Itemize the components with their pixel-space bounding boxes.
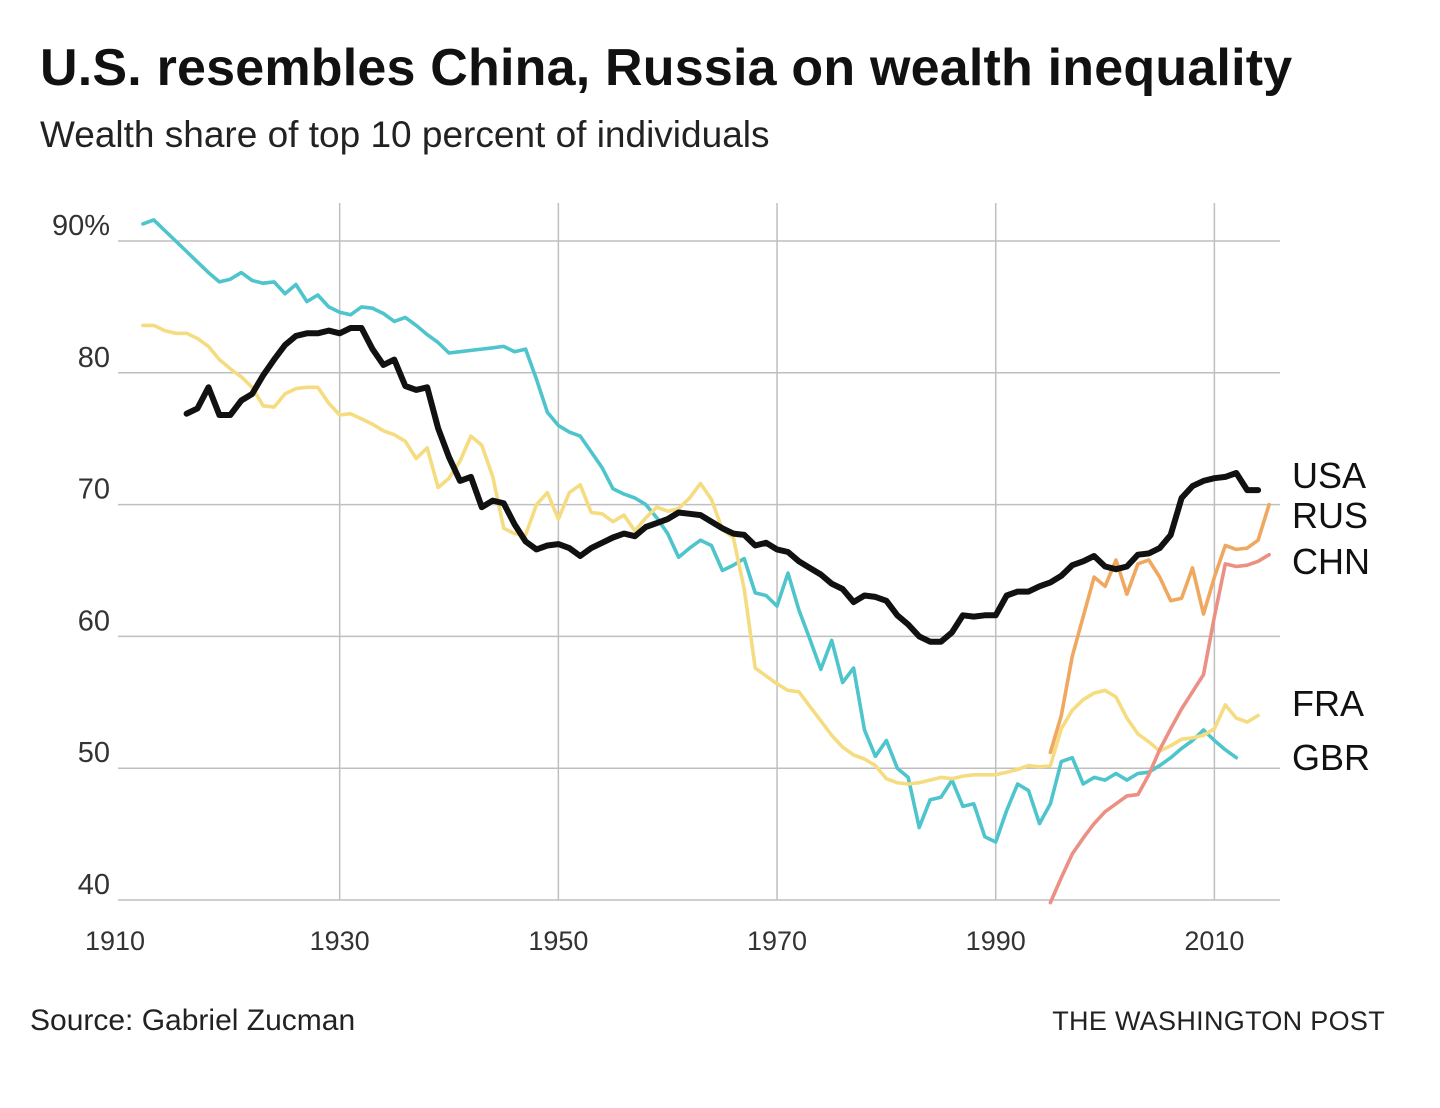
series-line-usa: [183, 325, 1262, 645]
grid: 40 50 60 70 80 90% 1910 1930 1950 1970 1990 2010: [52, 203, 1280, 956]
y-tick-label: 40: [78, 869, 110, 901]
y-tick-label: 90%: [52, 210, 110, 242]
series-label-gbr: GBR: [1292, 737, 1370, 778]
series-line-gbr: [141, 218, 1239, 844]
publisher-credit: THE WASHINGTON POST: [1052, 1006, 1385, 1036]
y-tick-label: 50: [78, 737, 110, 769]
x-tick-label: 2010: [1184, 926, 1244, 956]
x-tick-label: 1910: [85, 926, 145, 956]
x-tick-label: 1990: [966, 926, 1026, 956]
x-tick-label: 1970: [747, 926, 807, 956]
series-label-usa: USA: [1292, 455, 1366, 496]
series-line-rus: [1048, 502, 1271, 755]
source-note: Source: Gabriel Zucman: [30, 1004, 356, 1037]
chart-subtitle: Wealth share of top 10 percent of indivi…: [40, 114, 770, 155]
series-labels: GBR FRA RUS CHN USA: [1292, 455, 1370, 778]
series-lines: [141, 218, 1271, 905]
series-label-rus: RUS: [1292, 495, 1368, 536]
y-tick-label: 80: [78, 342, 110, 374]
series-label-chn: CHN: [1292, 541, 1370, 582]
series-label-fra: FRA: [1292, 683, 1364, 724]
x-tick-label: 1950: [528, 926, 588, 956]
series-line-fra: [141, 323, 1260, 786]
series-line-chn: [1048, 552, 1271, 905]
y-tick-label: 60: [78, 605, 110, 637]
x-tick-label: 1930: [310, 926, 370, 956]
chart-title: U.S. resembles China, Russia on wealth i…: [40, 39, 1293, 97]
y-tick-label: 70: [78, 474, 110, 506]
